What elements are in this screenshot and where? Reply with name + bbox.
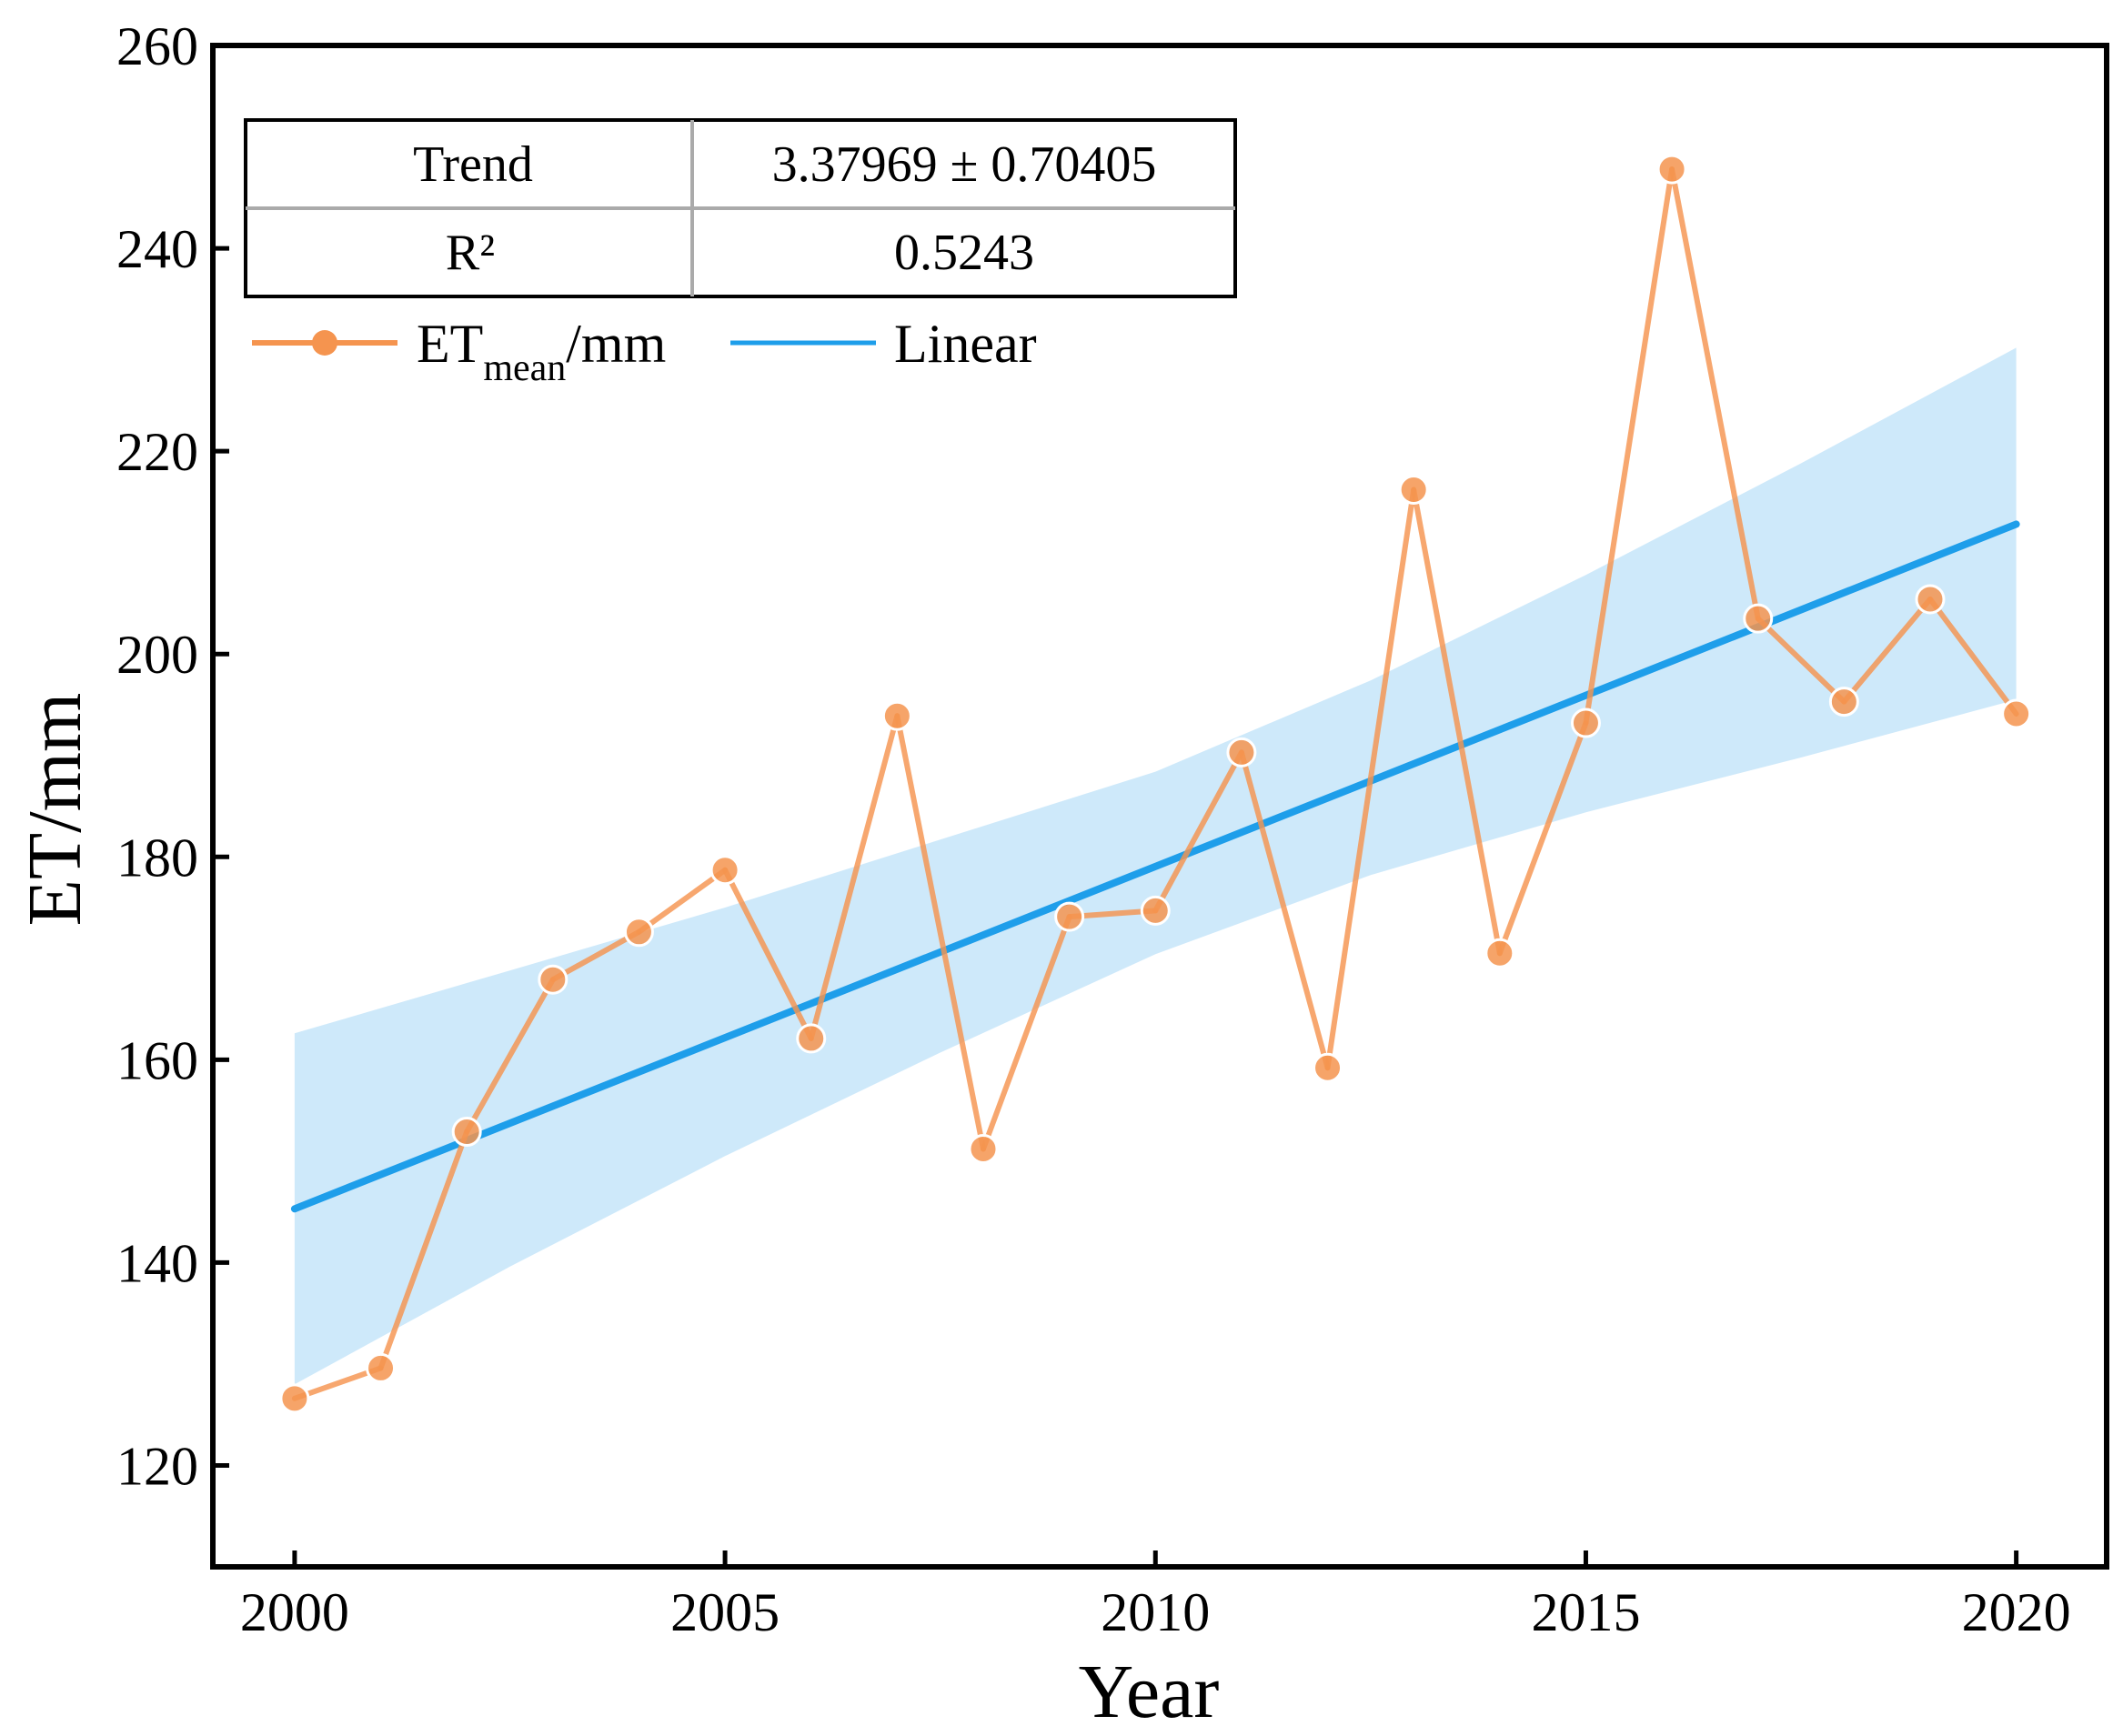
series-segment-2000 bbox=[291, 1365, 384, 1401]
y-tick-label-260: 260 bbox=[116, 16, 198, 76]
series-segment-2007 bbox=[894, 713, 986, 1152]
y-tick-label-160: 160 bbox=[116, 1030, 198, 1090]
series-segment-2013 bbox=[1411, 487, 1503, 957]
series-segment-2016 bbox=[1669, 166, 1761, 622]
stats-table: Trend 3.37969 ± 0.70405 R² 0.5243 bbox=[244, 118, 1237, 298]
series-segment-2004 bbox=[636, 867, 729, 935]
data-point-2011 bbox=[1226, 737, 1257, 768]
data-point-2015 bbox=[1570, 707, 1601, 738]
y-tick-label-180: 180 bbox=[116, 828, 198, 888]
trend-line bbox=[290, 520, 2020, 1213]
data-point-2003 bbox=[538, 964, 568, 995]
series-segment-2011 bbox=[1238, 749, 1331, 1071]
series-segment-2003 bbox=[549, 928, 642, 983]
stats-r2-value: 0.5243 bbox=[894, 225, 1034, 281]
trend-line-layer bbox=[290, 520, 2020, 1213]
legend: ETmean/mm Linear bbox=[252, 314, 1037, 389]
y-axis-title: ET/mm bbox=[13, 693, 97, 927]
series-segment-2019 bbox=[1927, 596, 2019, 717]
series-segment-2012 bbox=[1324, 487, 1417, 1071]
data-point-2005 bbox=[709, 855, 740, 886]
data-point-2002 bbox=[451, 1117, 482, 1148]
data-point-2009 bbox=[1054, 901, 1085, 932]
stats-r2-label: R² bbox=[446, 225, 495, 281]
y-tick-label-120: 120 bbox=[116, 1436, 198, 1496]
legend-series-marker-swatch bbox=[312, 330, 337, 356]
data-point-2010 bbox=[1140, 895, 1171, 926]
legend-series-label-main: ET bbox=[417, 314, 483, 374]
x-tick-label-2005: 2005 bbox=[670, 1582, 780, 1642]
stats-trend-label: Trend bbox=[413, 136, 533, 193]
data-point-2000 bbox=[279, 1383, 310, 1414]
data-point-2008 bbox=[968, 1133, 999, 1164]
series-layer bbox=[279, 154, 2032, 1414]
y-tick-label-200: 200 bbox=[116, 625, 198, 685]
data-point-2007 bbox=[881, 700, 912, 731]
data-point-2018 bbox=[1828, 687, 1859, 717]
series-segment-2018 bbox=[1841, 596, 1933, 705]
legend-series-label-sub: mean bbox=[483, 347, 566, 389]
data-point-2016 bbox=[1656, 154, 1687, 185]
data-point-2020 bbox=[2001, 698, 2032, 729]
series-segment-2005 bbox=[722, 867, 814, 1041]
series-segment-2006 bbox=[808, 713, 901, 1041]
data-point-2013 bbox=[1398, 475, 1429, 506]
data-point-2014 bbox=[1484, 938, 1515, 968]
series-segment-2001 bbox=[377, 1129, 470, 1371]
y-tick-label-140: 140 bbox=[116, 1233, 198, 1293]
plot-frame bbox=[210, 43, 2109, 1570]
y-tick-label-240: 240 bbox=[116, 219, 198, 279]
y-tick-label-220: 220 bbox=[116, 422, 198, 482]
series-segment-2010 bbox=[1152, 749, 1244, 914]
legend-series-label-tail: /mm bbox=[566, 314, 666, 374]
legend-series-label: ETmean/mm bbox=[417, 314, 666, 389]
stats-trend-value: 3.37969 ± 0.70405 bbox=[772, 136, 1157, 193]
series-segment-2008 bbox=[980, 914, 1072, 1152]
axis-layer: 2000 2005 2010 2015 2020 120 140 160 180 200 220 24… bbox=[116, 16, 2109, 1642]
x-tick-label-2000: 2000 bbox=[240, 1582, 349, 1642]
data-point-2001 bbox=[366, 1352, 397, 1383]
data-point-2012 bbox=[1313, 1052, 1343, 1083]
legend-linear-label: Linear bbox=[894, 314, 1037, 374]
data-point-2006 bbox=[796, 1023, 827, 1054]
series-segment-2014 bbox=[1496, 720, 1589, 957]
data-point-2017 bbox=[1743, 603, 1774, 634]
x-axis-title: Year bbox=[1079, 1650, 1220, 1734]
data-point-2004 bbox=[623, 917, 654, 948]
series-segment-2015 bbox=[1583, 166, 1675, 727]
series-segment-2017 bbox=[1755, 616, 1847, 705]
x-tick-label-2010: 2010 bbox=[1101, 1582, 1210, 1642]
x-tick-label-2015: 2015 bbox=[1531, 1582, 1640, 1642]
x-tick-label-2020: 2020 bbox=[1962, 1582, 2071, 1642]
series-segment-2002 bbox=[464, 977, 556, 1135]
data-point-2019 bbox=[1915, 584, 1946, 615]
